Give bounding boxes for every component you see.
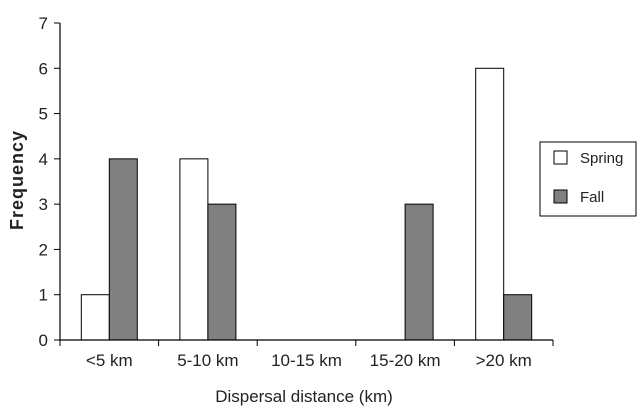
legend-label-spring: Spring <box>580 150 623 167</box>
y-tick-label: 7 <box>39 14 48 33</box>
x-tick-label: 10-15 km <box>271 351 342 370</box>
y-tick-label: 5 <box>39 105 48 124</box>
y-axis-ticks: 0 1 2 3 4 5 6 7 <box>39 14 60 350</box>
legend: Spring Fall <box>539 141 637 217</box>
y-tick-label: 2 <box>39 240 48 259</box>
y-tick-label: 3 <box>39 195 48 214</box>
x-tick-label: 15-20 km <box>370 351 441 370</box>
bar-fall <box>404 203 434 341</box>
legend-swatch-spring <box>553 150 568 165</box>
bar-fall <box>108 158 138 341</box>
y-tick-label: 6 <box>39 59 48 78</box>
x-tick-label: <5 km <box>86 351 133 370</box>
x-tick-label: 5-10 km <box>177 351 238 370</box>
bar-spring <box>179 158 209 341</box>
bar-fall <box>503 294 533 341</box>
bar-spring <box>475 67 505 341</box>
x-tick-label: >20 km <box>476 351 532 370</box>
y-tick-label: 0 <box>39 331 48 350</box>
y-axis-title: Frequency <box>7 130 27 230</box>
x-axis-title: Dispersal distance (km) <box>215 387 393 406</box>
bar-spring <box>80 294 110 341</box>
y-tick-label: 4 <box>39 150 48 169</box>
legend-label-fall: Fall <box>580 189 604 206</box>
legend-swatch-fall <box>553 189 568 204</box>
x-axis-ticks: <5 km 5-10 km 10-15 km 15-20 km >20 km <box>59 340 554 370</box>
bar-fall <box>207 203 237 341</box>
y-tick-label: 1 <box>39 286 48 305</box>
bars <box>80 67 533 341</box>
